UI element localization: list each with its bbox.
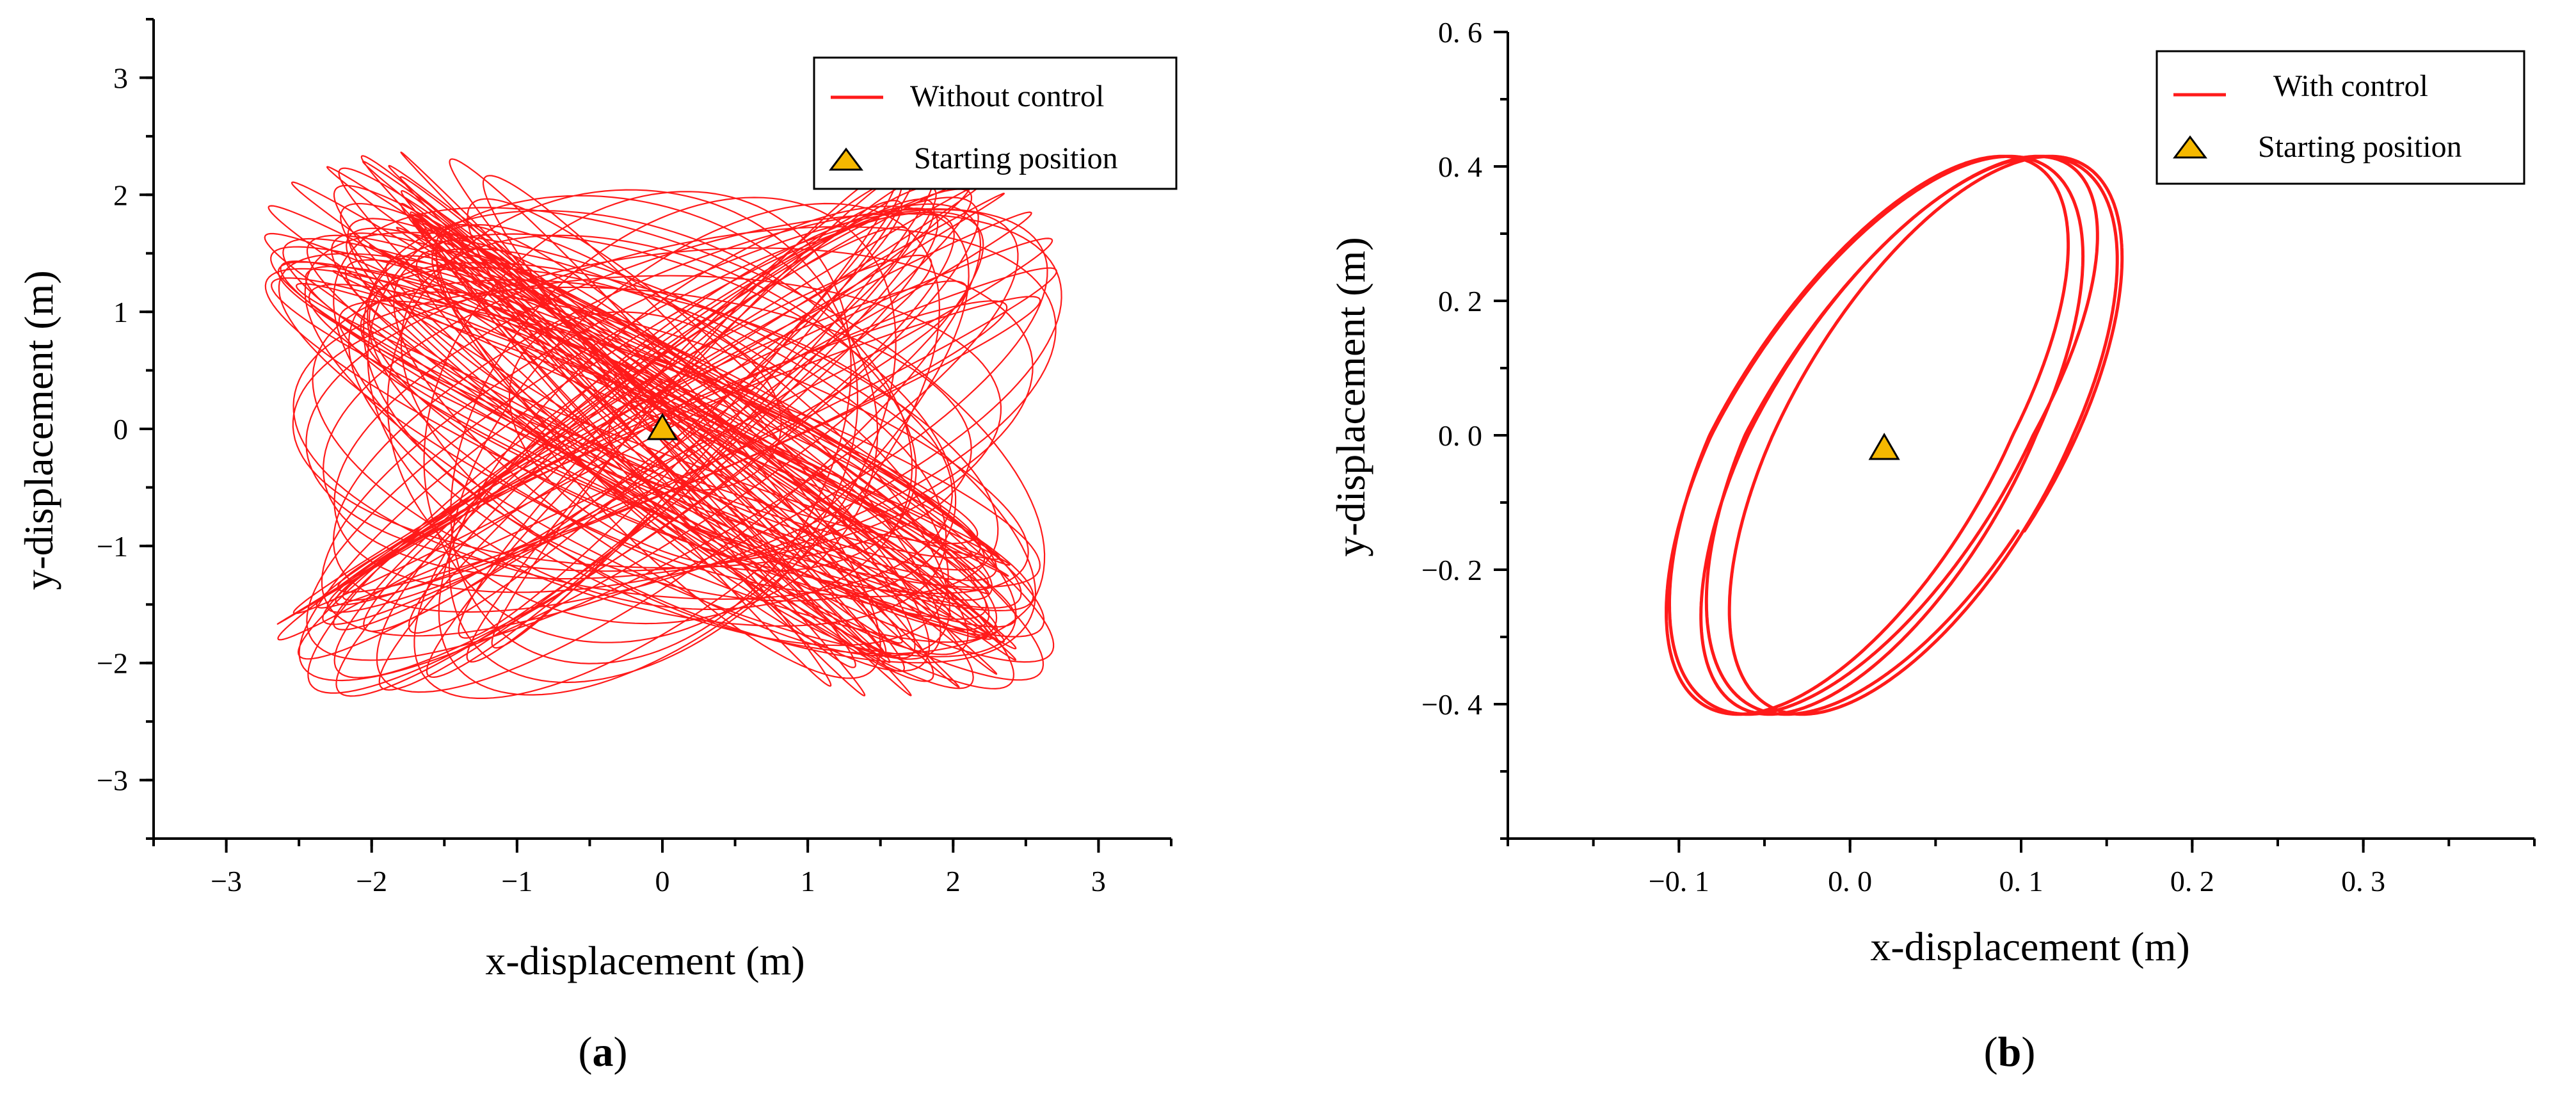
panel-a: −3 −2 −1 0 1 2 3 −3 −2 −1 0 1 2 3 Without control Sta… [16, 18, 1178, 1075]
panel-a-y-tick-label: 1 [113, 296, 128, 328]
panel-b-x-tick-label: 0. 1 [1999, 865, 2044, 897]
panel-a-label: (a) [579, 1029, 628, 1075]
panel-a-x-tick-label: 2 [946, 865, 961, 897]
panel-a-x-axis-label: x-displacement (m) [485, 938, 804, 983]
panel-a-x-tick-label: 0 [655, 865, 670, 897]
panel-a-legend-marker-label: Starting position [914, 141, 1118, 175]
panel-a-y-tick-label: −2 [97, 647, 128, 680]
panel-b-x-tick-label: −0. 1 [1649, 865, 1709, 897]
panel-b: −0. 1 0. 0 0. 1 0. 2 0. 3 −0. 4 −0. 2 0. 0 0. 2 0… [1328, 16, 2536, 1075]
panel-a-y-tick-label: 2 [113, 179, 128, 211]
panel-a-y-tick-label: 0 [113, 413, 128, 446]
panel-a-label-letter: a [593, 1029, 614, 1075]
panel-a-y-tick-label: −3 [97, 764, 128, 797]
panel-a-x-tick-label: 1 [801, 865, 815, 897]
panel-b-y-tick-label: 0. 0 [1438, 419, 1482, 452]
panel-b-x-tick-label: 0. 0 [1828, 865, 1872, 897]
panel-b-start-marker [1868, 433, 1900, 460]
panel-a-legend-line-label: Without control [910, 79, 1104, 113]
panel-b-start-triangle [1868, 433, 1900, 460]
panel-a-series-line [264, 151, 1062, 699]
panel-b-y-tick-label: −0. 4 [1421, 688, 1482, 721]
panel-b-y-axis-label: y-displacement (m) [1328, 237, 1373, 556]
panel-b-y-tick-label: 0. 6 [1438, 16, 1482, 49]
panel-a-legend-marker-icon [829, 147, 863, 171]
panel-a-legend-box [813, 56, 1178, 190]
panel-b-legend: With control Starting position [2156, 50, 2525, 185]
panel-b-y-tick-label: 0. 4 [1438, 150, 1482, 183]
panel-b-label: (b) [1984, 1029, 2036, 1075]
panel-a-ticks [140, 18, 1172, 853]
panel-b-legend-marker-label: Starting position [2258, 130, 2462, 164]
panel-a-trajectory [264, 151, 1062, 699]
panel-b-legend-marker-icon [2173, 135, 2207, 159]
panel-a-legend: Without control Starting position [813, 56, 1178, 190]
panel-a-x-tick-label: −3 [211, 865, 242, 897]
panel-a-start-marker [646, 413, 678, 440]
panel-b-y-tick-label: 0. 2 [1438, 285, 1482, 318]
panel-a-tick-labels: −3 −2 −1 0 1 2 3 −3 −2 −1 0 1 2 3 [97, 61, 1106, 897]
panel-a-x-tick-label: −1 [501, 865, 532, 897]
panel-b-y-tick-label: −0. 2 [1421, 554, 1482, 586]
panel-a-start-triangle [646, 413, 678, 440]
panel-b-trajectory [1665, 154, 2124, 716]
panel-a-y-axis-label: y-displacement (m) [16, 270, 61, 590]
panel-a-y-tick-label: −1 [97, 530, 128, 563]
panel-b-tick-labels: −0. 1 0. 0 0. 1 0. 2 0. 3 −0. 4 −0. 2 0. 0 0. 2 0… [1421, 16, 2385, 897]
panel-b-label-letter: b [1998, 1029, 2022, 1075]
panel-b-x-axis-label: x-displacement (m) [1870, 924, 2189, 969]
panel-b-series-line [1665, 154, 2124, 716]
panel-b-ticks [1494, 31, 2536, 853]
panel-b-legend-line-label: With control [2273, 69, 2428, 103]
panel-b-legend-box [2156, 50, 2525, 185]
panel-a-x-tick-label: −2 [356, 865, 387, 897]
panel-b-x-tick-label: 0. 3 [2341, 865, 2385, 897]
panel-a-x-tick-label: 3 [1091, 865, 1106, 897]
panel-a-y-tick-label: 3 [113, 61, 128, 94]
panel-b-x-tick-label: 0. 2 [2170, 865, 2214, 897]
